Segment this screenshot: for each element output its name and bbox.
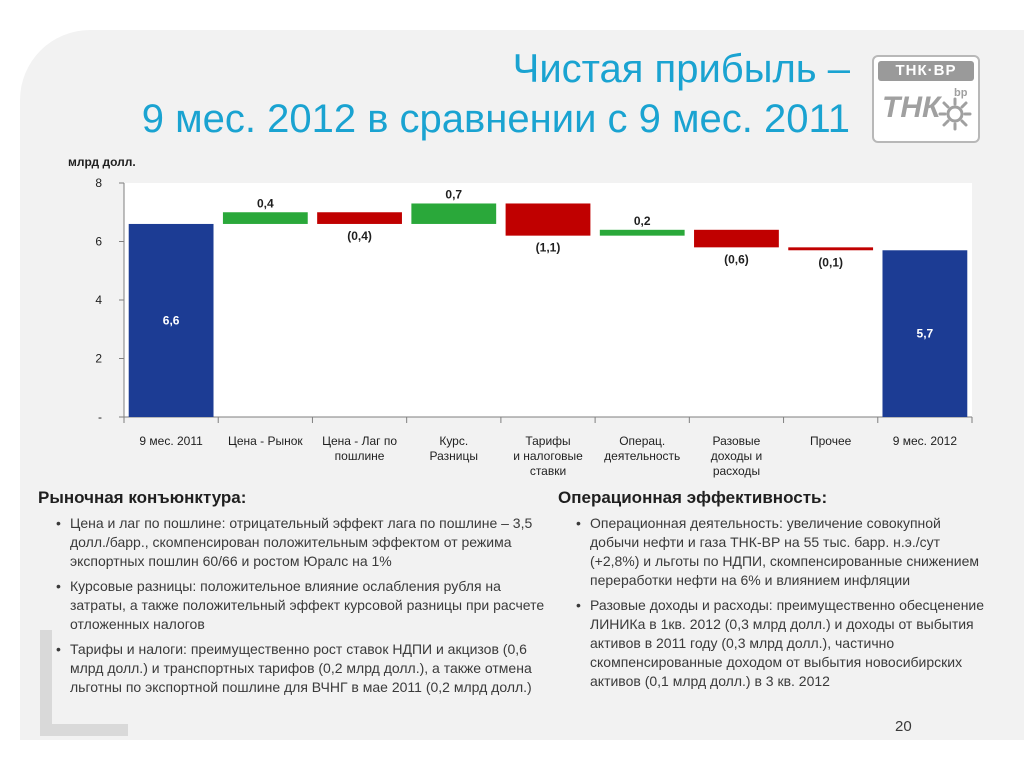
x-category-label-line: Разовые (713, 434, 761, 448)
data-label: 0,2 (634, 214, 651, 228)
y-axis-label: млрд долл. (68, 155, 136, 169)
data-label: 5,7 (917, 327, 934, 341)
x-category-label: 9 мес. 2012 (893, 434, 958, 448)
x-category-label-line: ставки (530, 464, 566, 478)
data-label: (1,1) (536, 241, 561, 255)
waterfall-bar (411, 203, 497, 224)
y-tick-label: 2 (95, 352, 102, 366)
x-category-label-line: Цена - Рынок (228, 434, 303, 448)
y-tick-label: 6 (95, 235, 102, 249)
waterfall-bar (128, 223, 214, 417)
waterfall-bar (694, 229, 779, 248)
waterfall-bar (599, 229, 685, 236)
efficiency-bullet-list: Операционная деятельность: увеличение со… (576, 514, 986, 697)
waterfall-bar (317, 212, 402, 224)
logo-tnk-mark: ТНК (882, 91, 941, 124)
market-bullet-list: Цена и лаг по пошлине: отрицательный эфф… (56, 514, 556, 703)
y-tick-label: 8 (95, 176, 102, 190)
x-category-label-line: 9 мес. 2012 (893, 434, 958, 448)
x-category-label-line: доходы и (711, 449, 762, 463)
slide-title: Чистая прибыль – 9 мес. 2012 в сравнении… (40, 44, 850, 144)
x-category-label: Тарифы и налоговые ставки (513, 434, 583, 478)
x-category-label-line: Разницы (430, 449, 478, 463)
x-category-label-line: Тарифы (525, 434, 570, 448)
x-category-label: Цена - Лаг по пошлине (322, 434, 397, 463)
x-category-label-line: Курс. (439, 434, 468, 448)
market-section-heading: Рыночная конъюнктура: (38, 488, 247, 507)
x-category-label: Операц. деятельность (604, 434, 680, 463)
market-bullet-2: Курсовые разницы: положительное влияние … (56, 577, 556, 634)
x-category-label: 9 мес. 2011 (139, 434, 203, 448)
x-category-label-line: деятельность (604, 449, 680, 463)
data-label: (0,6) (724, 252, 749, 266)
bp-helios-icon (938, 97, 972, 131)
title-line-1: Чистая прибыль – (512, 47, 850, 91)
x-category-label-line: Прочее (810, 434, 852, 448)
waterfall-bar (222, 212, 308, 224)
page-number: 20 (895, 718, 912, 735)
efficiency-bullet-2: Разовые доходы и расходы: преимущественн… (576, 596, 986, 691)
title-line-2: 9 мес. 2012 в сравнении с 9 мес. 2011 (141, 97, 850, 141)
x-category-label: Прочее (810, 434, 852, 448)
x-category-label: Цена - Рынок (228, 434, 303, 448)
x-category-label-line: и налоговые (513, 449, 583, 463)
x-category-label: Курс. Разницы (430, 434, 478, 463)
data-label: (0,4) (347, 229, 372, 243)
waterfall-bar (788, 247, 874, 251)
logo-wordmark: ТНК·ВР (878, 61, 974, 81)
x-category-label-line: пошлине (335, 449, 385, 463)
data-label: 6,6 (163, 313, 180, 327)
logo-bp-mark: bp (954, 87, 968, 99)
x-category-label: Разовые доходы и расходы (711, 434, 762, 478)
x-category-label-line: Цена - Лаг по (322, 434, 397, 448)
x-category-label-line: Операц. (619, 434, 665, 448)
market-bullet-3: Тарифы и налоги: преимущественно рост ст… (56, 640, 556, 697)
efficiency-section-heading: Операционная эффективность: (558, 488, 828, 507)
data-label: 0,7 (445, 187, 462, 201)
data-label: 0,4 (257, 196, 274, 210)
data-label: (0,1) (818, 255, 843, 269)
x-category-label-line: расходы (713, 464, 760, 478)
market-bullet-1: Цена и лаг по пошлине: отрицательный эфф… (56, 514, 556, 571)
waterfall-bar (505, 203, 591, 236)
x-category-label-line: 9 мес. 2011 (139, 434, 203, 448)
waterfall-chart: млрд долл. 8 6 4 2 - 6,6 9 мес. 2011 0,4 Цена - Р… (68, 155, 973, 478)
tnk-bp-logo: ТНК·ВР ТНК bp (872, 55, 980, 143)
waterfall-bar (882, 250, 968, 417)
y-tick-label: - (98, 410, 102, 424)
efficiency-bullet-1: Операционная деятельность: увеличение со… (576, 514, 986, 590)
y-tick-label: 4 (95, 293, 102, 307)
